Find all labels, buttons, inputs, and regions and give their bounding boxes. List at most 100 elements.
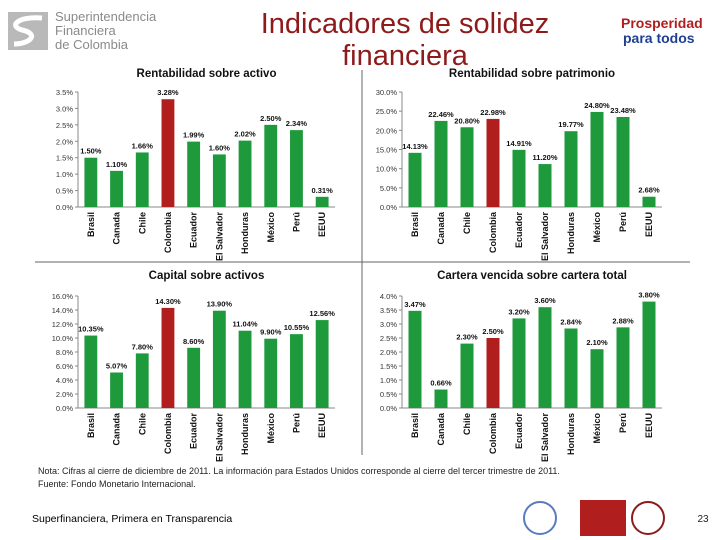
y-tick-label: 6.0% bbox=[56, 362, 73, 371]
logo-text: Superintendencia bbox=[55, 9, 157, 24]
bar bbox=[212, 310, 226, 408]
y-tick-label: 2.0% bbox=[56, 137, 73, 146]
y-tick-label: 14.0% bbox=[52, 306, 74, 315]
x-tick-label: EEUU bbox=[317, 212, 327, 237]
x-tick-label: Canada bbox=[436, 412, 446, 446]
bar bbox=[616, 116, 630, 207]
x-tick-label: Canada bbox=[436, 211, 446, 245]
note: Fuente: Fondo Monetario Internacional. bbox=[38, 479, 196, 489]
x-tick-label: El Salvador bbox=[214, 413, 224, 463]
x-tick-label: Colombia bbox=[163, 211, 173, 253]
y-tick-label: 2.5% bbox=[380, 334, 397, 343]
bar bbox=[84, 335, 98, 408]
value-label: 5.07% bbox=[106, 362, 128, 371]
y-tick-label: 3.5% bbox=[56, 88, 73, 97]
y-tick-label: 3.5% bbox=[380, 306, 397, 315]
x-tick-label: EEUU bbox=[644, 413, 654, 438]
y-tick-label: 15.0% bbox=[376, 146, 398, 155]
value-label: 19.77% bbox=[558, 120, 584, 129]
x-tick-label: Honduras bbox=[240, 212, 250, 254]
value-label: 1.99% bbox=[183, 131, 205, 140]
value-label: 2.30% bbox=[456, 333, 478, 342]
bar bbox=[486, 338, 500, 408]
x-tick-label: Colombia bbox=[488, 412, 498, 454]
y-tick-label: 2.0% bbox=[56, 390, 73, 399]
value-label: 24.80% bbox=[584, 101, 610, 110]
x-tick-label: Chile bbox=[462, 212, 472, 234]
value-label: 22.46% bbox=[428, 110, 454, 119]
x-tick-label: EEUU bbox=[644, 212, 654, 237]
y-tick-label: 1.0% bbox=[380, 376, 397, 385]
y-tick-label: 8.0% bbox=[56, 348, 73, 357]
value-label: 11.20% bbox=[532, 153, 557, 162]
y-tick-label: 16.0% bbox=[52, 292, 74, 301]
value-label: 12.56% bbox=[309, 309, 335, 318]
x-tick-label: Chile bbox=[462, 413, 472, 435]
logo-text: Prosperidad bbox=[621, 15, 703, 31]
bar bbox=[315, 320, 329, 408]
value-label: 11.04% bbox=[233, 320, 258, 329]
x-tick-label: Brasil bbox=[410, 212, 420, 237]
value-label: 14.91% bbox=[506, 139, 532, 148]
value-label: 3.20% bbox=[508, 307, 530, 316]
bar bbox=[161, 307, 175, 408]
badge bbox=[631, 501, 665, 535]
x-tick-label: Honduras bbox=[240, 413, 250, 455]
page-title: Indicadores de solidez financiera bbox=[260, 8, 550, 72]
x-tick-label: EEUU bbox=[317, 413, 327, 438]
bar bbox=[161, 99, 175, 207]
bar bbox=[642, 196, 656, 207]
bar bbox=[264, 338, 278, 408]
logo-text: para todos bbox=[623, 30, 695, 46]
value-label: 3.60% bbox=[534, 296, 556, 305]
value-label: 10.55% bbox=[284, 323, 310, 332]
value-label: 14.13% bbox=[402, 142, 428, 151]
bar bbox=[315, 196, 329, 207]
x-tick-label: Ecuador bbox=[514, 212, 524, 249]
y-tick-label: 3.0% bbox=[380, 320, 397, 329]
logo-text: Financiera bbox=[55, 23, 116, 38]
value-label: 0.31% bbox=[312, 186, 334, 195]
bar bbox=[434, 120, 448, 207]
x-tick-label: Brasil bbox=[86, 413, 96, 438]
x-tick-label: México bbox=[592, 413, 602, 444]
logo-text: de Colombia bbox=[55, 37, 129, 52]
value-label: 2.68% bbox=[638, 186, 660, 195]
y-tick-label: 0.0% bbox=[380, 404, 397, 413]
bar bbox=[512, 318, 526, 408]
bar bbox=[110, 170, 123, 207]
bar bbox=[264, 124, 278, 207]
value-label: 2.02% bbox=[234, 130, 256, 139]
bar bbox=[538, 307, 552, 408]
x-tick-label: El Salvador bbox=[540, 413, 550, 463]
chart-title: Cartera vencida sobre cartera total bbox=[437, 270, 627, 282]
y-tick-label: 10.0% bbox=[376, 165, 398, 174]
y-tick-label: 12.0% bbox=[52, 320, 74, 329]
y-tick-label: 1.5% bbox=[56, 154, 73, 163]
value-label: 8.60% bbox=[183, 337, 205, 346]
chart-title: Capital sobre activos bbox=[149, 270, 265, 282]
bar bbox=[187, 141, 201, 207]
x-tick-label: Chile bbox=[137, 413, 147, 435]
bar bbox=[460, 343, 474, 408]
bar bbox=[538, 164, 552, 207]
x-tick-label: Perú bbox=[291, 212, 301, 232]
bar bbox=[564, 328, 578, 408]
x-tick-label: Honduras bbox=[566, 413, 576, 455]
y-tick-label: 20.0% bbox=[376, 126, 398, 135]
bar bbox=[434, 389, 448, 408]
bar bbox=[460, 127, 474, 207]
value-label: 7.80% bbox=[132, 342, 154, 351]
chart-title: Rentabilidad sobre activo bbox=[137, 68, 277, 80]
x-tick-label: Colombia bbox=[488, 211, 498, 253]
y-tick-label: 0.0% bbox=[56, 203, 73, 212]
bar bbox=[290, 130, 303, 207]
x-tick-label: México bbox=[266, 212, 276, 243]
value-label: 14.30% bbox=[155, 297, 181, 306]
x-tick-label: El Salvador bbox=[214, 212, 224, 262]
x-tick-label: Colombia bbox=[163, 412, 173, 454]
value-label: 20.80% bbox=[454, 116, 480, 125]
value-label: 9.90% bbox=[260, 328, 282, 337]
